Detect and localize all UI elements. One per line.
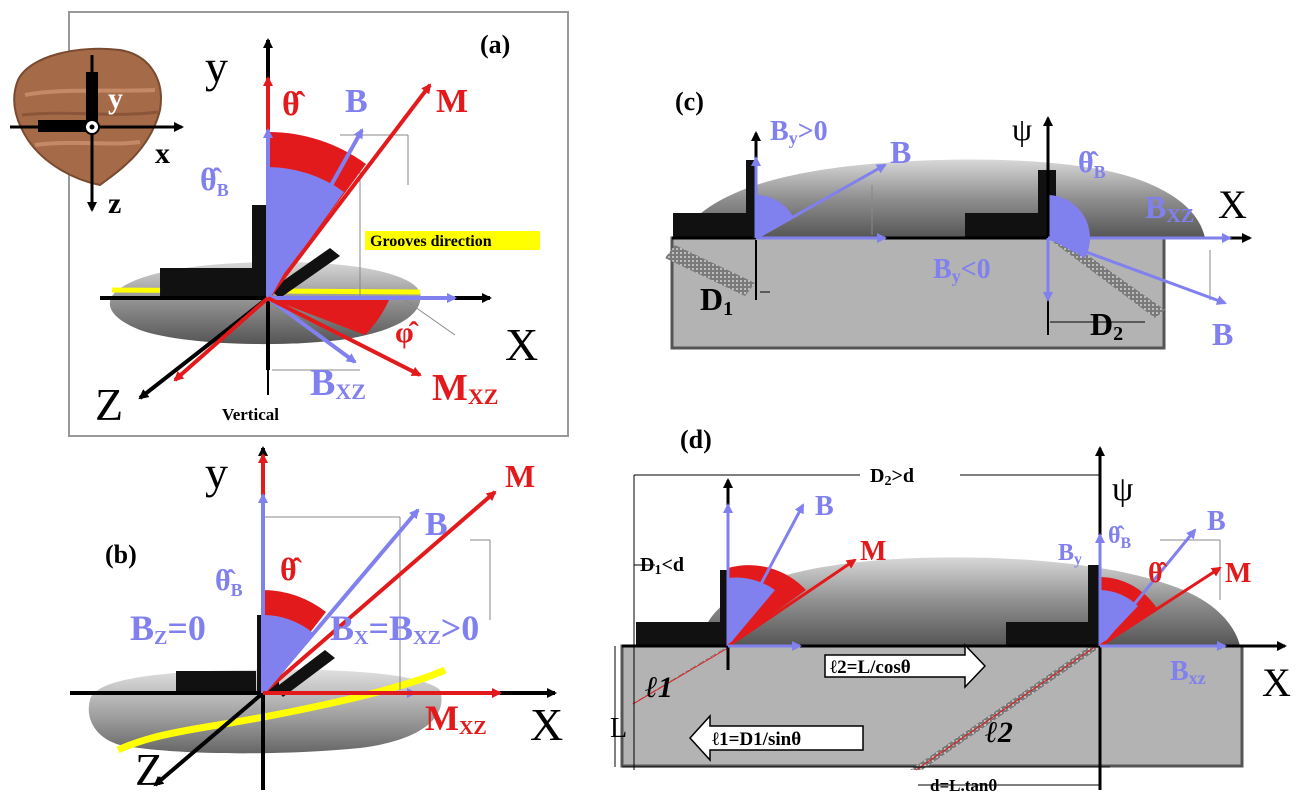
panel-b-Mxz-label: MXZ bbox=[425, 698, 487, 739]
grooves-label: Grooves direction bbox=[370, 233, 492, 250]
panel-a-Bxz-label: BXZ bbox=[310, 362, 366, 404]
thetaB-wedge-c-left bbox=[756, 195, 794, 238]
M-label-d-left: M bbox=[860, 536, 886, 567]
M-vector-a bbox=[266, 83, 432, 300]
z-red-vector-a bbox=[173, 296, 270, 382]
B-upper-label-c: B bbox=[890, 134, 911, 170]
l2-eq-label: ℓ2=L/cosθ bbox=[830, 657, 911, 678]
By-pos-label: By>0 bbox=[770, 116, 828, 148]
panel-c-label: (c) bbox=[675, 87, 704, 116]
phi-wedge bbox=[268, 298, 390, 335]
panel-b-y-label: y bbox=[205, 447, 228, 498]
thetaB-wedge-d-left bbox=[728, 577, 775, 646]
panel-b-label: (b) bbox=[105, 540, 137, 569]
panel-b-M-label: M bbox=[505, 458, 535, 494]
groove-line-b bbox=[116, 666, 447, 754]
M-vector-b bbox=[261, 490, 497, 695]
panel-b-thetaB-label: θ̂B bbox=[215, 564, 243, 600]
B-vector-d-right bbox=[1098, 528, 1197, 647]
panel-b: (b) y B M θ̂B θ̂ BZ=0 BX=BXZ>0 MXZ X Z bbox=[70, 446, 563, 794]
B-upper-vector-c bbox=[755, 163, 887, 240]
L-label: L bbox=[610, 713, 627, 744]
l1-arrow-box bbox=[688, 714, 864, 762]
Bxz-vector-a bbox=[266, 296, 357, 364]
panel-b-Z-label: Z bbox=[135, 744, 163, 794]
axis-x-label-d: X bbox=[1262, 660, 1291, 705]
B-vector-b bbox=[261, 508, 420, 695]
panel-a-M-label: M bbox=[436, 83, 468, 120]
l1-eq-label: ℓ1=D1/sinθ bbox=[712, 729, 801, 750]
B-label-d-right: B bbox=[1207, 506, 1226, 537]
D1d-label: D1<d bbox=[640, 554, 684, 578]
D1-label-c: D1 bbox=[700, 281, 733, 320]
strip-left-d bbox=[630, 641, 738, 705]
Bxz-label-c: BXZ bbox=[1145, 189, 1194, 227]
thetaB-wedge-c-right-upper bbox=[1048, 195, 1090, 238]
By-neg-label: By<0 bbox=[933, 254, 991, 286]
axis-x-label-c: X bbox=[1218, 182, 1247, 227]
strip-left-c bbox=[665, 245, 755, 296]
thetaB-wedge-b bbox=[263, 614, 313, 693]
B-label-d-left: B bbox=[815, 491, 834, 522]
inset-z-label: z bbox=[108, 187, 121, 220]
l2-arrow-box bbox=[824, 643, 987, 689]
panel-a-Mxz-label: MXZ bbox=[432, 367, 498, 409]
M-vector-d-left bbox=[727, 558, 857, 648]
panel-b-X-label: X bbox=[530, 699, 563, 750]
panel-a-Z-label: Z bbox=[95, 379, 123, 430]
horizontal-bar bbox=[160, 268, 252, 296]
panel-a-label: (a) bbox=[480, 30, 510, 59]
vertical-label: Vertical bbox=[222, 405, 279, 424]
panel-d-label: (d) bbox=[680, 425, 712, 454]
panel-d: (d) bbox=[610, 425, 1291, 794]
Mxz-vector-a bbox=[267, 296, 422, 377]
panel-b-theta-label: θ̂ bbox=[280, 551, 303, 587]
strip-right-c bbox=[1045, 232, 1165, 318]
panel-a-phi-label: φ̂ bbox=[395, 316, 419, 349]
sample-inset: y x z bbox=[10, 47, 184, 220]
By-label-d: By bbox=[1058, 540, 1082, 568]
thetaB-label-d: θ̂B bbox=[1108, 523, 1132, 552]
Bxz-label-d: Bxz bbox=[1170, 656, 1206, 688]
axis-z-b bbox=[153, 691, 265, 787]
panel-b-Bz-label: BZ=0 bbox=[130, 608, 206, 649]
psi-label-d: ψ bbox=[1112, 471, 1133, 508]
panel-b-B-label: B bbox=[425, 506, 448, 543]
panel-b-Bx-label: BX=BXZ>0 bbox=[330, 608, 479, 649]
inset-y-label: y bbox=[108, 82, 123, 115]
thetaB-label-c: θ̂B bbox=[1078, 146, 1106, 182]
l1-label: ℓ1 bbox=[645, 671, 673, 704]
inset-x-label: x bbox=[155, 137, 170, 170]
D2d-label: D2>d bbox=[870, 465, 914, 489]
B-vector-d-left bbox=[726, 503, 805, 647]
B-lower-label-c: B bbox=[1212, 316, 1233, 352]
panel-a: (a) y x z bbox=[10, 11, 569, 437]
B-vector-a bbox=[266, 128, 364, 299]
l2-label: ℓ2 bbox=[985, 716, 1013, 749]
M-label-d-right: M bbox=[1225, 558, 1251, 589]
panel-c: (c) By>0 B ψ θ̂B BXZ X By<0 bbox=[665, 87, 1252, 352]
panel-a-X-label: X bbox=[505, 319, 538, 370]
D2-label-c: D2 bbox=[1090, 306, 1123, 345]
grooves-label-bg bbox=[365, 231, 540, 250]
d-eq-label: d=L.tanθ bbox=[930, 776, 997, 794]
B-lower-vector-c bbox=[1047, 236, 1227, 305]
psi-label-c: ψ bbox=[1012, 111, 1032, 147]
panel-a-B-label: B bbox=[345, 83, 368, 120]
thetaB-wedge-d-right bbox=[1100, 590, 1138, 646]
panel-a-y-label: y bbox=[205, 41, 228, 92]
M-vector-d-right bbox=[1099, 566, 1222, 648]
